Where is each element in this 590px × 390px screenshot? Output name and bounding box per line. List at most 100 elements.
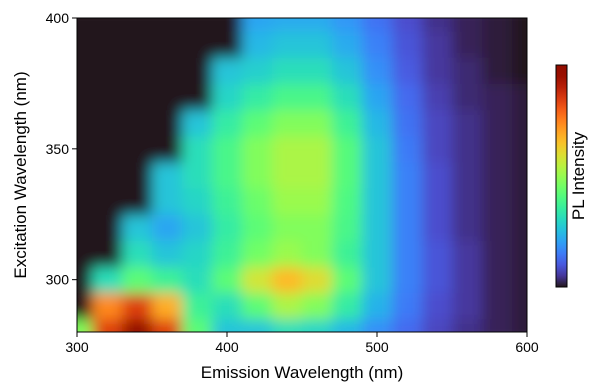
heatmap-cell (512, 292, 527, 320)
heatmap-cell (482, 161, 513, 189)
heatmap-cell (122, 292, 153, 320)
heatmap-cell (272, 188, 303, 215)
heatmap-cell (482, 214, 513, 241)
heatmap-cell (482, 31, 513, 58)
heatmap-cell (332, 266, 363, 294)
heatmap-cell (452, 83, 483, 111)
heatmap-cell (362, 214, 393, 241)
heatmap-cell (332, 57, 363, 84)
heatmap-cell (272, 109, 303, 137)
heatmap-cell (332, 318, 363, 332)
heatmap-cell (242, 83, 273, 111)
heatmap-cell (212, 83, 243, 111)
heatmap-cell (182, 83, 213, 111)
heatmap-cell (302, 292, 333, 320)
heatmap-cell (422, 135, 453, 163)
heatmap-cell (77, 18, 93, 32)
heatmap-cell (482, 57, 513, 84)
heatmap-cell (242, 318, 273, 332)
heatmap-cell (212, 318, 243, 332)
heatmap-cell (392, 31, 423, 58)
heatmap-cell (422, 188, 453, 215)
heatmap-cell (302, 240, 333, 268)
heatmap-cell (272, 266, 303, 294)
heatmap-cell (182, 214, 213, 241)
heatmap-cell (482, 318, 513, 332)
heatmap-cell (332, 109, 363, 137)
heatmap-cell (482, 188, 513, 215)
heatmap-cell (242, 240, 273, 268)
heatmap-cell (77, 57, 93, 84)
heatmap-cell (182, 240, 213, 268)
heatmap-cell (392, 214, 423, 241)
heatmap-cell (302, 214, 333, 241)
heatmap-cell (242, 109, 273, 137)
heatmap-cell (302, 57, 333, 84)
heatmap-cell (242, 57, 273, 84)
heatmap-cell (92, 318, 123, 332)
x-tick-label: 500 (365, 339, 389, 355)
heatmap-cell (182, 266, 213, 294)
heatmap-cell (452, 135, 483, 163)
heatmap-cell (77, 318, 93, 332)
heatmap-cell (422, 266, 453, 294)
heatmap-cell (242, 266, 273, 294)
heatmap-cell (362, 31, 393, 58)
x-tick-label: 300 (65, 339, 89, 355)
heatmap-cell (272, 240, 303, 268)
heatmap-cell (122, 188, 153, 215)
heatmap-cell (512, 188, 527, 215)
heatmap-cell (452, 161, 483, 189)
heatmap-cell (452, 318, 483, 332)
heatmap-cell (182, 57, 213, 84)
heatmap-cell (332, 135, 363, 163)
colorbar (555, 64, 568, 288)
heatmap-cell (392, 292, 423, 320)
heatmap-cell (92, 57, 123, 84)
heatmap-cell (92, 83, 123, 111)
heatmap-cell (422, 83, 453, 111)
heatmap-cell (272, 83, 303, 111)
heatmap-cell (92, 161, 123, 189)
heatmap-cell (152, 318, 183, 332)
heatmap-cell (482, 18, 513, 32)
heatmap-cell (512, 266, 527, 294)
heatmap-cell (392, 266, 423, 294)
heatmap-cell (512, 161, 527, 189)
heatmap-cell (122, 240, 153, 268)
heatmap-cell (302, 161, 333, 189)
heatmap-cell (212, 266, 243, 294)
plot-frame (76, 17, 528, 333)
heatmap-cell (242, 135, 273, 163)
heatmap-cell (512, 109, 527, 137)
heatmap-cell (77, 31, 93, 58)
heatmap-cell (362, 266, 393, 294)
heatmap-cell (422, 18, 453, 32)
heatmap-cell (452, 240, 483, 268)
heatmap (77, 18, 527, 332)
heatmap-cell (362, 240, 393, 268)
heatmap-cell (392, 18, 423, 32)
heatmap-cell (122, 18, 153, 32)
heatmap-cell (77, 240, 93, 268)
heatmap-cell (77, 266, 93, 294)
heatmap-cell (152, 83, 183, 111)
heatmap-cell (332, 31, 363, 58)
heatmap-cell (332, 161, 363, 189)
heatmap-cell (182, 292, 213, 320)
heatmap-cell (122, 214, 153, 241)
heatmap-cell (272, 18, 303, 32)
heatmap-cell (92, 188, 123, 215)
heatmap-cell (182, 318, 213, 332)
heatmap-cell (242, 188, 273, 215)
heatmap-cell (452, 188, 483, 215)
heatmap-cell (482, 266, 513, 294)
heatmap-cell (212, 240, 243, 268)
heatmap-cell (272, 57, 303, 84)
heatmap-cell (122, 109, 153, 137)
heatmap-cell (92, 18, 123, 32)
heatmap-cell (272, 292, 303, 320)
heatmap-cell (77, 83, 93, 111)
heatmap-cell (302, 135, 333, 163)
